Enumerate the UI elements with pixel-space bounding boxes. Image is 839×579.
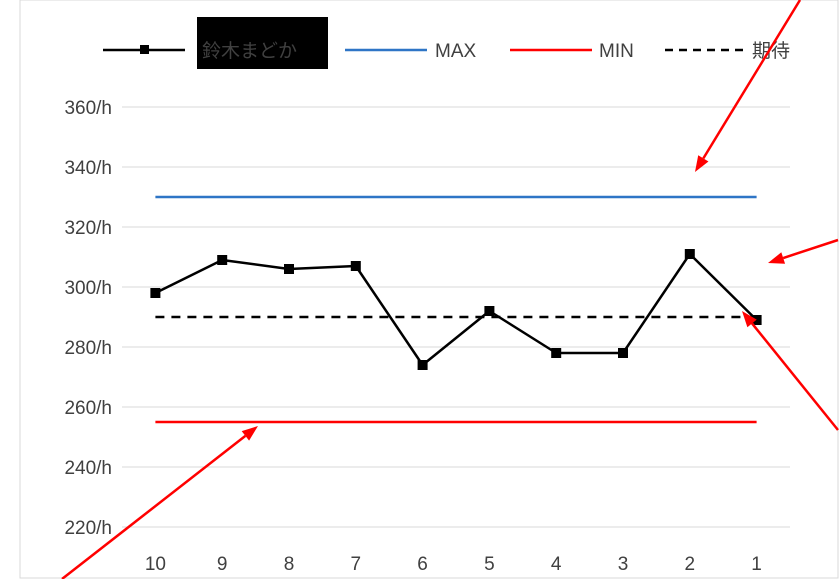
data-point-marker xyxy=(618,348,628,358)
x-tick-label: 9 xyxy=(217,554,228,575)
y-tick-label: 360/h xyxy=(64,98,112,119)
gridlines xyxy=(122,106,790,528)
y-tick-label: 240/h xyxy=(64,458,112,479)
y-tick-label: 300/h xyxy=(64,278,112,299)
y-tick-label: 220/h xyxy=(64,518,112,539)
x-tick-label: 10 xyxy=(145,554,166,575)
legend: 鈴木まどか MAX MIN 期待 xyxy=(103,17,790,69)
annotation-arrow-shaft xyxy=(782,238,839,260)
legend-label-series-1: 鈴木まどか xyxy=(202,40,297,62)
y-tick-label: 320/h xyxy=(64,218,112,239)
series-lines xyxy=(150,195,762,424)
x-tick-label: 3 xyxy=(618,554,629,575)
annotation-arrow-head xyxy=(695,155,709,172)
annotation-arrow-shaft xyxy=(751,322,839,431)
y-axis-ticks: 220/h 240/h 260/h 280/h 300/h 320/h 340/h 360/h xyxy=(64,98,112,539)
annotation-arrow-head xyxy=(768,252,786,264)
redacted-label-block xyxy=(197,17,328,69)
data-point-marker xyxy=(751,315,762,325)
annotation-arrow-shaft xyxy=(702,0,802,159)
data-point-marker xyxy=(484,306,495,316)
data-point-marker xyxy=(684,249,695,259)
annotation-arrow-head xyxy=(742,311,757,328)
x-tick-label: 4 xyxy=(551,554,562,575)
series-line-main xyxy=(154,252,758,367)
y-tick-label: 280/h xyxy=(64,338,112,359)
legend-label-expected: 期待 xyxy=(752,40,790,62)
chart-border xyxy=(19,0,839,579)
annotation-arrow-head xyxy=(241,426,258,441)
data-point-marker xyxy=(551,348,562,358)
x-tick-label: 6 xyxy=(417,554,428,575)
x-axis-ticks: 10 9 8 7 6 5 4 3 2 1 xyxy=(145,554,762,575)
y-tick-label: 340/h xyxy=(64,158,112,179)
legend-marker-series-1 xyxy=(140,45,149,54)
data-point-marker xyxy=(417,360,428,370)
y-tick-label: 260/h xyxy=(64,398,112,419)
data-point-marker xyxy=(150,288,161,298)
data-point-marker xyxy=(217,255,228,265)
legend-label-max: MAX xyxy=(435,41,477,62)
x-tick-label: 7 xyxy=(351,554,362,575)
data-point-marker xyxy=(350,261,361,271)
annotation-arrows xyxy=(61,0,839,579)
data-point-marker xyxy=(284,264,294,274)
annotation-arrow-shaft xyxy=(61,434,247,579)
x-tick-label: 1 xyxy=(751,554,762,575)
x-tick-label: 8 xyxy=(284,554,295,575)
x-tick-label: 5 xyxy=(484,554,495,575)
legend-label-min: MIN xyxy=(599,41,634,62)
x-tick-label: 2 xyxy=(685,554,696,575)
